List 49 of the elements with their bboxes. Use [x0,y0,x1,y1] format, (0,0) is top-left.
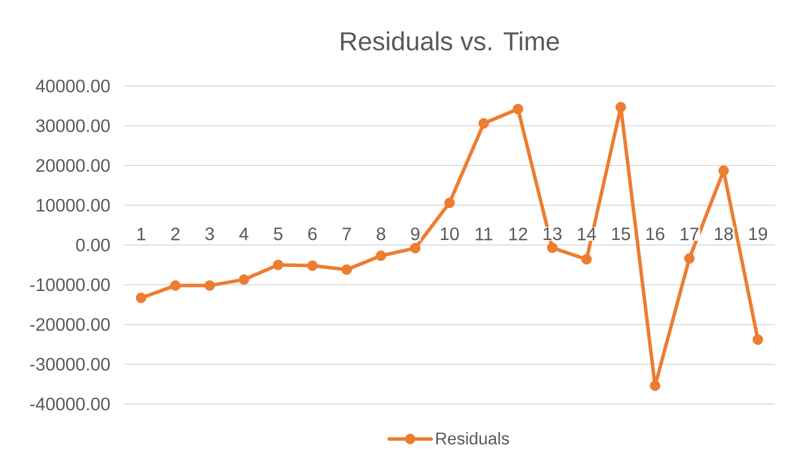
point [204,280,215,291]
point [581,254,592,265]
point [376,250,386,261]
point [718,165,729,176]
point [512,104,524,114]
point [238,274,250,285]
y-tick-label: 0.00 [76,238,110,252]
point [444,198,455,208]
x-tick-label: 10 [440,227,459,240]
point [650,380,660,391]
point [272,260,284,270]
x-tick-label: 8 [376,227,386,240]
x-tick-label: 13 [544,227,562,240]
point [752,334,764,345]
x-tick-label: 12 [509,228,528,240]
x-tick-label: 4 [239,228,248,240]
y-tick-label: -30000.00 [30,358,110,371]
point [341,264,352,275]
x-tick-label: 7 [342,228,351,240]
x-tick-label: 1 [138,228,146,240]
point [616,102,626,112]
x-tick-label: 6 [308,227,317,240]
x-tick-label: 14 [578,228,596,240]
chart-title: Residuals vs. Time [341,31,559,50]
y-tick-label: 40000.00 [36,80,110,92]
x-tick-label: 9 [411,227,420,240]
y-tick-label: -20000.00 [30,318,110,331]
x-tick-label: 18 [714,227,733,240]
point [136,292,146,304]
legend-label: Residuals [436,432,509,445]
point [307,260,318,271]
y-tick-label: 20000.00 [36,159,110,172]
point [547,242,558,254]
x-tick-label: 19 [749,227,768,240]
x-tick-label: 11 [476,228,492,240]
x-tick-label: 17 [680,228,698,240]
point [684,253,695,264]
y-tick-label: -40000.00 [30,398,110,410]
point [410,242,420,254]
x-tick-label: 15 [612,228,630,240]
x-tick-label: 16 [646,227,664,240]
point [170,280,181,291]
y-tick-label: 10000.00 [36,198,110,212]
point [478,118,490,129]
x-tick-label: 5 [274,228,282,240]
y-tick-label: -10000.00 [30,278,110,292]
x-tick-label: 3 [205,227,214,240]
x-tick-label: 2 [171,228,180,240]
y-tick-label: 30000.00 [36,119,110,132]
